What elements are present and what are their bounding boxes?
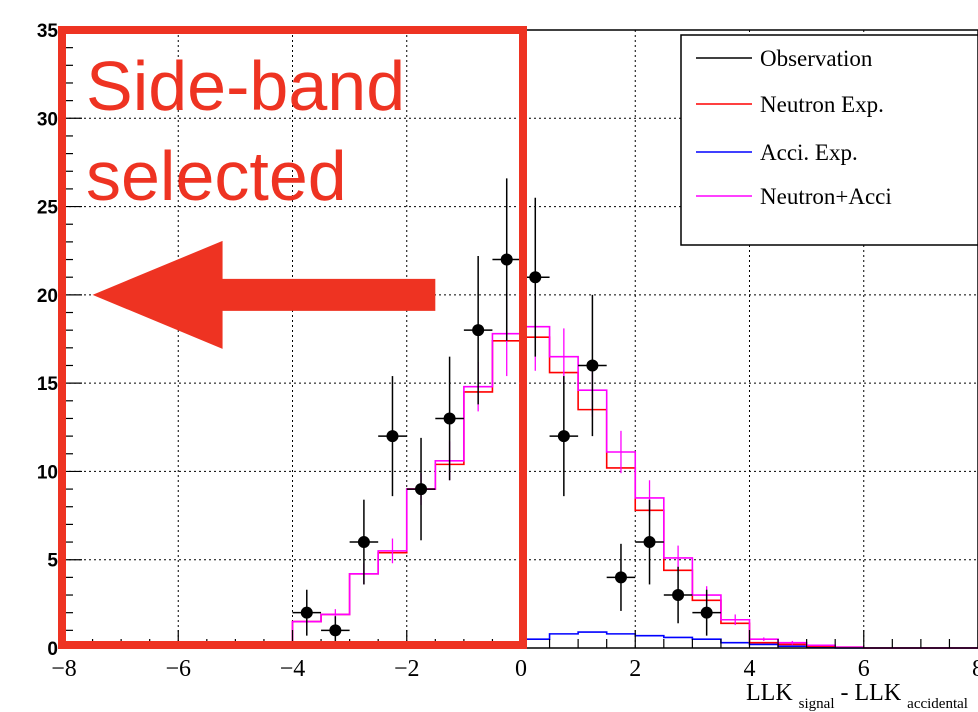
observation-point <box>672 589 685 602</box>
observation-point <box>529 271 542 284</box>
legend-box <box>680 34 978 246</box>
legend-label-observation: Observation <box>760 46 873 71</box>
sideband-box <box>58 26 527 649</box>
sideband-annotation: Side-band selected <box>58 26 527 649</box>
y-tick-label: 0 <box>47 639 58 660</box>
x-tick-label: −2 <box>394 656 420 682</box>
legend-label-acci: Acci. Exp. <box>760 140 858 165</box>
x-tick-label: 2 <box>629 656 641 682</box>
observation-point <box>557 430 570 443</box>
observation-point <box>300 606 313 619</box>
x-tick-label: −4 <box>280 656 306 682</box>
x-tick-label: −6 <box>165 656 191 682</box>
observation-point <box>329 624 342 637</box>
x-tick-label: 4 <box>744 656 756 682</box>
x-tick-label: −8 <box>51 656 77 682</box>
observation-point <box>643 536 656 549</box>
y-tick-label: 30 <box>37 109 58 130</box>
x-axis-title-sub2: accidental <box>907 696 968 712</box>
x-tick-label: 8 <box>972 656 978 682</box>
observation-point <box>357 536 370 549</box>
observation-point <box>415 483 428 496</box>
x-tick-label: 0 <box>515 656 527 682</box>
x-axis-title-sub1: signal <box>799 696 835 712</box>
sideband-label-line2: selected <box>86 137 347 215</box>
y-tick-label: 10 <box>37 462 58 483</box>
observation-point <box>586 359 599 372</box>
x-axis-title-part2: - LLK <box>841 680 902 706</box>
y-tick-label: 20 <box>37 286 58 307</box>
legend-label-neutron: Neutron Exp. <box>760 92 884 117</box>
sideband-arrow <box>92 240 436 349</box>
x-axis-title-part1: LLK <box>746 680 793 706</box>
y-tick-label: 25 <box>37 198 59 219</box>
observation-point <box>700 606 713 619</box>
observation-point <box>443 412 456 425</box>
sideband-label-line1: Side-band <box>86 47 405 125</box>
observation-point <box>614 571 627 584</box>
y-tick-label: 15 <box>37 374 59 395</box>
y-tick-label: 5 <box>47 551 58 572</box>
observation-point <box>500 253 513 266</box>
x-tick-labels: −8 −6 −4 −2 0 2 4 6 8 <box>51 656 978 682</box>
legend-label-sum: Neutron+Acci <box>760 184 892 209</box>
observation-point <box>472 324 485 337</box>
x-tick-label: 6 <box>858 656 870 682</box>
y-tick-label: 35 <box>37 21 59 42</box>
y-tick-labels: 0 5 10 15 20 25 30 35 <box>37 21 59 660</box>
legend: Observation Neutron Exp. Acci. Exp. Neut… <box>680 34 978 246</box>
observation-points <box>292 178 721 645</box>
observation-point <box>386 430 399 443</box>
x-axis-title: LLK signal - LLK accidental <box>746 680 968 712</box>
